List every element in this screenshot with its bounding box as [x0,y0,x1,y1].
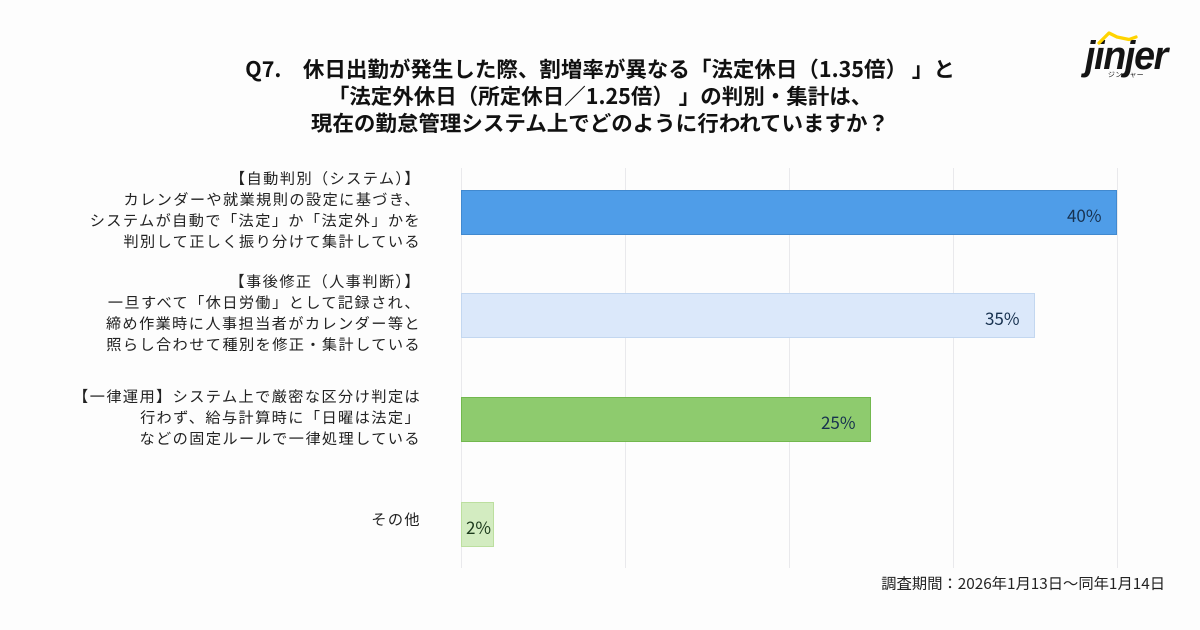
svg-text:ジンジャー: ジンジャー [1108,70,1144,80]
